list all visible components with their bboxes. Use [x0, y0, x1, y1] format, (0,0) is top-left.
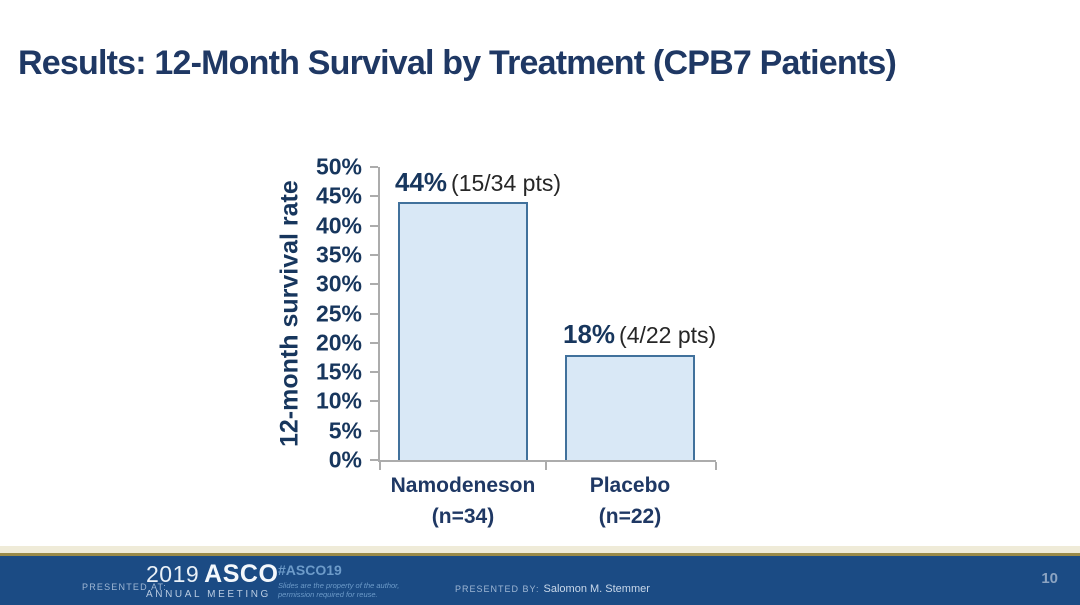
y-tick-label: 50% [315, 153, 362, 180]
hashtag-block: #ASCO19 Slides are the property of the a… [278, 563, 399, 599]
category-label-placebo: Placebo (n=22) [555, 470, 705, 532]
disclaimer: Slides are the property of the author, p… [278, 581, 399, 599]
bar-placebo [565, 354, 695, 460]
disclaimer-line1: Slides are the property of the author, [278, 581, 400, 590]
value-pct-placebo: 18% [563, 319, 616, 349]
y-tick-label: 20% [315, 329, 362, 356]
y-tick-mark [370, 400, 378, 403]
bar-namodeneson [398, 202, 528, 460]
y-tick-mark [370, 312, 378, 315]
plot-area: 0% 5% 10% 15% 20% 25% 30% 35% 40% 45% 50% [316, 155, 717, 471]
category-n-placebo: (n=22) [598, 505, 662, 528]
y-tick-mark [370, 341, 378, 344]
footer-gold-stripe [0, 553, 1080, 556]
category-name-namodeneson: Namodeneson [390, 474, 536, 497]
presented-at-label: PRESENTED AT: [82, 582, 167, 592]
y-tick-mark [370, 253, 378, 256]
y-tick-label: 35% [315, 241, 362, 268]
asco-logo: 2019 ASCO ANNUAL MEETING [146, 562, 278, 600]
presented-by: PRESENTED BY: Salomon M. Stemmer [455, 579, 650, 597]
asco-logo-name: ASCO [204, 560, 279, 588]
category-label-namodeneson: Namodeneson (n=34) [388, 470, 538, 532]
presenter-name: Salomon M. Stemmer [543, 583, 650, 595]
y-tick-label: 15% [315, 358, 362, 385]
slide-title: Results: 12-Month Survival by Treatment … [18, 44, 897, 82]
footer-cream-stripe [0, 546, 1080, 553]
asco-logo-subtitle: ANNUAL MEETING [146, 589, 271, 600]
category-n-namodeneson: (n=34) [431, 505, 495, 528]
y-tick-label: 30% [315, 270, 362, 297]
x-tick-mark [544, 462, 547, 470]
y-tick-mark [370, 429, 378, 432]
y-tick-label: 5% [328, 417, 362, 444]
value-label-namodeneson: 44% (15/34 pts) [395, 168, 561, 197]
asco-logo-year: 2019 [146, 561, 200, 587]
value-detail-namodeneson: (15/34 pts) [451, 170, 561, 196]
y-tick-label: 0% [328, 446, 362, 473]
y-tick-label: 10% [315, 387, 362, 414]
footer-bar: PRESENTED AT: 2019 ASCO ANNUAL MEETING #A… [0, 556, 1080, 605]
hashtag: #ASCO19 [278, 562, 342, 578]
value-detail-placebo: (4/22 pts) [619, 322, 717, 348]
disclaimer-line2: permission required for reuse. [278, 590, 378, 599]
value-pct-namodeneson: 44% [395, 167, 448, 197]
presented-by-label: PRESENTED BY: [455, 584, 540, 594]
y-tick-mark [370, 371, 378, 374]
y-tick-label: 40% [315, 212, 362, 239]
value-label-placebo: 18% (4/22 pts) [563, 320, 716, 349]
category-name-placebo: Placebo [589, 474, 671, 497]
asco-logo-line1: 2019 ASCO [146, 562, 278, 587]
y-tick-mark [370, 459, 378, 461]
x-tick-mark [715, 462, 717, 470]
y-tick-mark [370, 166, 378, 168]
y-tick-mark [370, 195, 378, 198]
y-tick-mark [370, 283, 378, 286]
x-tick-mark [379, 462, 381, 470]
y-tick-label: 25% [315, 300, 362, 326]
y-tick-mark [370, 224, 378, 227]
page-number: 10 [1041, 570, 1058, 587]
y-tick-label: 45% [315, 182, 362, 209]
y-axis-title: 12-month survival rate [275, 180, 304, 447]
